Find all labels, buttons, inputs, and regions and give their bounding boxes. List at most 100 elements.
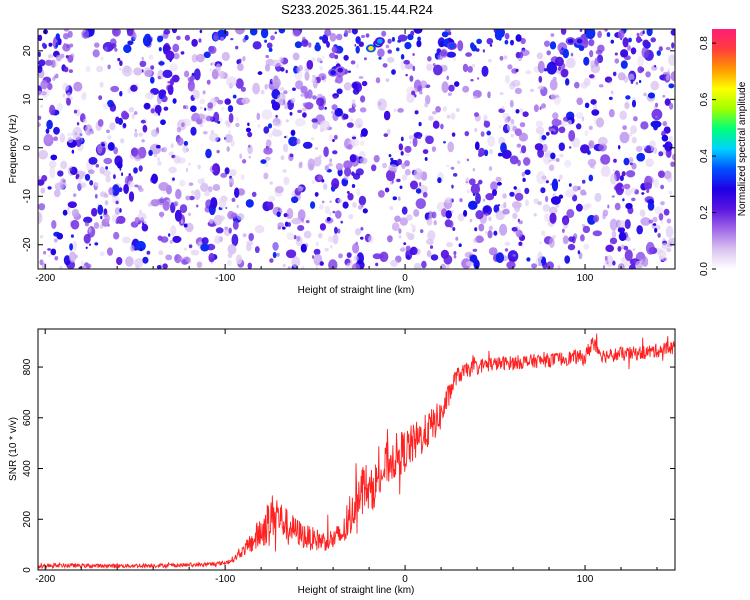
spectrogram-cell	[445, 164, 450, 168]
spectrogram-cell	[271, 129, 283, 137]
spectrogram-cell	[403, 242, 407, 246]
spectrogram-cell	[427, 56, 432, 62]
spectrogram-cell	[525, 199, 529, 207]
spectrogram-cell	[336, 88, 343, 95]
spectrogram-cell	[101, 143, 106, 147]
spectrogram-cell	[59, 133, 66, 143]
spectrogram-cell	[242, 159, 247, 164]
spectrogram-cell	[548, 164, 555, 171]
spectrogram-cell	[452, 227, 456, 231]
spectrogram-cell	[373, 155, 380, 163]
colorbar-label: Normalized spectral amplitude	[737, 81, 748, 216]
spectrogram-cell	[296, 66, 301, 74]
spectrogram-cell	[422, 191, 428, 198]
snr-y-tick-label: 800	[22, 358, 33, 375]
spectrogram-cell	[353, 255, 359, 262]
snr-y-tick-label: 400	[22, 460, 33, 477]
spectrogram-cell	[466, 158, 470, 162]
spectrogram-cell	[417, 135, 421, 139]
spectrogram-cell	[382, 162, 387, 169]
spectrogram-cell	[329, 32, 337, 42]
spectrogram-cell	[412, 137, 418, 147]
spectrogram-cell	[173, 155, 181, 164]
spectrogram-cell	[671, 42, 675, 49]
spectrogram-cell	[387, 56, 395, 63]
spectrogram-cell	[550, 93, 558, 100]
spectrogram-cell	[654, 206, 664, 215]
spectrogram-cell	[448, 220, 454, 228]
spectrogram-cell	[588, 125, 593, 130]
spectrogram-cell	[537, 148, 544, 158]
spectrogram-cell	[256, 112, 261, 121]
spectrogram-cell	[445, 210, 452, 219]
spectrogram-cell	[360, 236, 364, 240]
spectrogram-cell	[297, 209, 306, 221]
spectrogram-cell	[158, 211, 165, 217]
spectrogram-cell	[462, 85, 470, 93]
spectrogram-y-tick-label: -10	[22, 189, 33, 204]
spectrogram-cell	[551, 130, 554, 135]
spectrogram-cell	[53, 126, 60, 135]
spectrogram-cell	[335, 163, 344, 171]
spectrogram-cell	[38, 65, 43, 73]
spectrogram-cell	[501, 106, 505, 110]
spectrogram-cell	[578, 45, 585, 51]
spectrogram-cell	[92, 49, 100, 58]
spectrogram-cell	[343, 54, 349, 61]
spectrogram-cell	[590, 64, 601, 74]
spectrogram-cell	[551, 196, 561, 205]
spectrogram-cell	[67, 54, 74, 63]
spectrogram-cell	[598, 136, 608, 146]
spectrogram-cell	[163, 29, 171, 35]
spectrogram-x-tick-label: -200	[35, 273, 55, 284]
spectrogram-cell	[629, 132, 633, 137]
spectrogram-cell	[390, 180, 394, 185]
spectrogram-cell	[102, 169, 111, 177]
spectrogram-cell	[98, 95, 103, 101]
spectrogram-cell	[352, 82, 358, 89]
spectrogram-cell	[272, 127, 276, 131]
spectrogram-cell	[512, 254, 516, 257]
spectrogram-cell	[537, 251, 543, 261]
spectrogram-cell	[537, 85, 545, 90]
spectrogram-cell	[156, 127, 159, 131]
spectrogram-cell	[161, 146, 168, 153]
spectrogram-cell	[41, 42, 46, 48]
spectrogram-cell	[242, 56, 246, 62]
spectrogram-cell	[604, 255, 608, 262]
spectrogram-cell	[560, 68, 569, 78]
spectrogram-cell	[189, 195, 195, 201]
spectrogram-cell	[327, 236, 335, 243]
spectrogram-cell	[38, 122, 41, 128]
spectrogram-cell	[275, 114, 278, 118]
spectrogram-cell	[562, 48, 569, 59]
spectrogram-cell	[268, 133, 273, 138]
spectrogram-cell	[140, 119, 146, 124]
spectrogram-cell	[284, 103, 289, 110]
spectrogram-cell	[487, 230, 493, 239]
spectrogram-cell	[230, 139, 235, 147]
spectrogram-cell	[524, 169, 531, 175]
spectrogram-cell	[504, 248, 509, 252]
spectrogram-cell	[568, 183, 572, 187]
spectrogram-cell	[478, 179, 483, 185]
spectrogram-cell	[388, 164, 398, 172]
spectrogram-cell	[65, 183, 68, 187]
spectrogram-cell	[651, 108, 663, 121]
spectrogram-cell	[565, 189, 575, 198]
spectrogram-cell	[568, 130, 576, 142]
spectrogram-cell	[55, 42, 59, 48]
spectrogram-cell	[235, 122, 240, 128]
spectrogram-cell	[665, 46, 671, 51]
spectrogram-cell	[420, 80, 428, 89]
spectrogram-cell	[488, 216, 492, 222]
spectrogram-cell	[133, 132, 139, 138]
spectrogram-cell	[337, 198, 342, 203]
spectrogram-cell	[144, 92, 155, 100]
spectrogram-cell	[139, 60, 147, 67]
spectrogram-cell	[484, 213, 489, 217]
spectrogram-cell	[486, 130, 491, 136]
spectrogram-cell	[446, 51, 457, 58]
spectrogram-cell	[85, 65, 91, 73]
spectrogram-cell	[329, 200, 332, 203]
